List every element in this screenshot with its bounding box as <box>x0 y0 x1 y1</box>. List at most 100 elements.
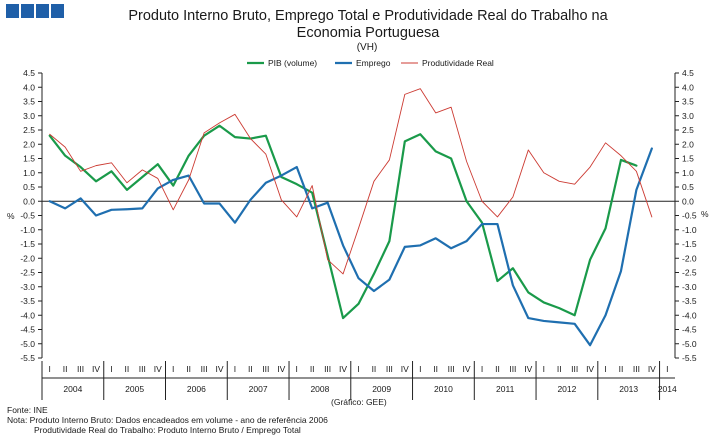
y-axis-left-unit: % <box>7 211 15 221</box>
y-tick-label-left: -2.0 <box>20 253 35 263</box>
footnote-productivity: Produtividade Real do Trabalho: Produto … <box>34 425 301 435</box>
y-tick-label-right: 1.5 <box>682 154 694 164</box>
y-tick-label-left: -4.5 <box>20 325 35 335</box>
series-line-0 <box>48 124 638 320</box>
x-quarter-label: I <box>481 364 483 374</box>
x-quarter-label: IV <box>216 364 224 374</box>
x-year-label: 2013 <box>619 384 638 394</box>
x-quarter-label: I <box>296 364 298 374</box>
y-tick-label-left: -3.0 <box>20 282 35 292</box>
x-quarter-label: I <box>234 364 236 374</box>
y-tick-label-right: -1.0 <box>682 225 697 235</box>
y-tick-label-right: 2.0 <box>682 139 694 149</box>
x-quarter-label: I <box>419 364 421 374</box>
x-quarter-label: IV <box>524 364 532 374</box>
chart-title-line1: Produto Interno Bruto, Emprego Total e P… <box>128 8 608 24</box>
y-tick-label-right: -0.5 <box>682 211 697 221</box>
y-tick-label-left: -3.5 <box>20 296 35 306</box>
footnote-source: Fonte: INE <box>7 405 48 415</box>
x-quarter-label: II <box>557 364 562 374</box>
series-line-1 <box>48 147 653 347</box>
y-tick-label-left: 2.5 <box>23 125 35 135</box>
x-quarter-label: II <box>495 364 500 374</box>
logo-block-4 <box>51 4 64 18</box>
y-tick-label-left: -5.5 <box>20 353 35 363</box>
x-quarter-label: II <box>433 364 438 374</box>
y-tick-label-right: 0.0 <box>682 196 694 206</box>
y-tick-label-right: 0.5 <box>682 182 694 192</box>
y-tick-label-right: -5.5 <box>682 353 697 363</box>
x-quarter-label: IV <box>92 364 100 374</box>
x-quarter-label: III <box>509 364 516 374</box>
x-year-label: 2004 <box>63 384 82 394</box>
y-tick-label-left: 3.0 <box>23 111 35 121</box>
x-quarter-label: IV <box>277 364 285 374</box>
y-tick-label-left: 3.5 <box>23 97 35 107</box>
x-quarter-label: III <box>201 364 208 374</box>
x-quarter-label: II <box>63 364 68 374</box>
x-quarter-label: II <box>619 364 624 374</box>
x-year-label: 2010 <box>434 384 453 394</box>
x-year-label: 2009 <box>372 384 391 394</box>
gee-logo <box>6 4 64 18</box>
x-year-label: 2007 <box>249 384 268 394</box>
x-quarter-label: I <box>666 364 668 374</box>
x-quarter-label: III <box>571 364 578 374</box>
legend-label-1: Emprego <box>356 58 391 68</box>
x-year-label: 2012 <box>557 384 576 394</box>
axes: 4.5 4.5 4.0 4.0 3.5 3.5 3.0 3.0 2.5 2.5 2.0 2.0 1.5 1… <box>20 68 697 363</box>
y-tick-label-left: -1.5 <box>20 239 35 249</box>
y-tick-label-left: -2.5 <box>20 268 35 278</box>
y-tick-label-right: -2.0 <box>682 253 697 263</box>
x-quarter-label: III <box>139 364 146 374</box>
x-quarter-label: II <box>186 364 191 374</box>
chart-source-credit: (Gráfico: GEE) <box>331 397 387 407</box>
y-tick-label-right: -3.0 <box>682 282 697 292</box>
x-quarter-label: II <box>310 364 315 374</box>
logo-block-3 <box>36 4 49 18</box>
x-year-label: 2011 <box>496 384 515 394</box>
x-quarter-label: IV <box>339 364 347 374</box>
x-quarter-label: II <box>248 364 253 374</box>
x-quarter-label: III <box>386 364 393 374</box>
y-tick-label-left: 1.5 <box>23 154 35 164</box>
x-quarter-label: III <box>633 364 640 374</box>
x-quarter-label: II <box>372 364 377 374</box>
x-quarter-label: I <box>543 364 545 374</box>
y-tick-label-left: 0.0 <box>23 196 35 206</box>
footnote-gdp: Nota: Produto Interno Bruto: Dados encad… <box>7 415 328 425</box>
x-quarter-label: IV <box>154 364 162 374</box>
x-quarter-label: I <box>357 364 359 374</box>
y-tick-label-right: 1.0 <box>682 168 694 178</box>
y-tick-label-left: -1.0 <box>20 225 35 235</box>
logo-block-2 <box>21 4 34 18</box>
x-quarter-label: III <box>77 364 84 374</box>
legend-label-2: Produtividade Real <box>422 58 494 68</box>
x-year-label: 2005 <box>125 384 144 394</box>
y-tick-label-left: -0.5 <box>20 211 35 221</box>
x-quarter-label: IV <box>401 364 409 374</box>
y-tick-label-right: 3.0 <box>682 111 694 121</box>
legend-label-0: PIB (volume) <box>268 58 317 68</box>
legend: PIB (volume) Emprego Produtividade Real <box>247 58 494 68</box>
y-tick-label-left: -5.0 <box>20 339 35 349</box>
x-year-label: 2008 <box>310 384 329 394</box>
y-tick-label-right: 3.5 <box>682 97 694 107</box>
x-year-label: 2006 <box>187 384 206 394</box>
y-tick-label-left: 0.5 <box>23 182 35 192</box>
series-line-2 <box>49 88 653 275</box>
series-group <box>48 88 653 347</box>
x-quarter-label: III <box>262 364 269 374</box>
x-quarter-label: IV <box>648 364 656 374</box>
y-tick-label-right: 4.0 <box>682 82 694 92</box>
y-axis-right-unit: % <box>701 209 709 219</box>
y-tick-label-left: 2.0 <box>23 139 35 149</box>
x-quarter-label: III <box>448 364 455 374</box>
x-quarter-label: I <box>49 364 51 374</box>
x-year-label: 2014 <box>658 384 677 394</box>
y-tick-label-right: -4.0 <box>682 310 697 320</box>
x-quarter-label: I <box>172 364 174 374</box>
x-quarter-label: IV <box>463 364 471 374</box>
y-tick-label-left: -4.0 <box>20 310 35 320</box>
